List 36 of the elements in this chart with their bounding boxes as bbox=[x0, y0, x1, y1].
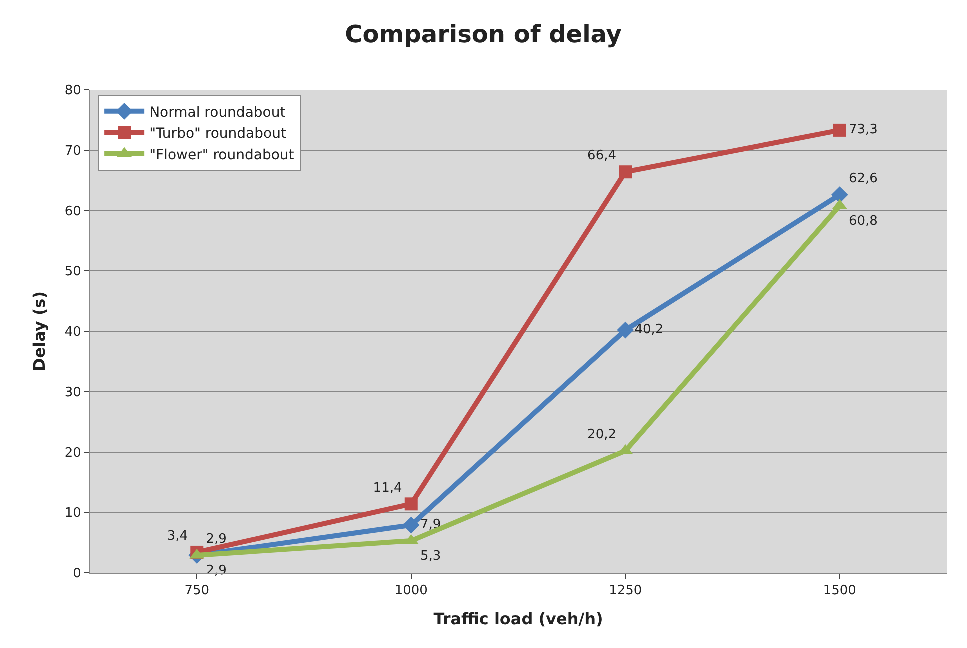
data-label: 7,9 bbox=[420, 518, 442, 533]
data-label: 40,2 bbox=[634, 322, 664, 338]
data-label: 66,4 bbox=[588, 148, 617, 164]
y-tick-label: 60 bbox=[64, 204, 82, 220]
legend-label: "Flower" roundabout bbox=[150, 147, 295, 164]
point bbox=[831, 186, 848, 204]
y-tick-label: 20 bbox=[64, 446, 82, 461]
point bbox=[833, 124, 846, 137]
x-tick-label: 1000 bbox=[394, 584, 428, 599]
legend-label: "Turbo" roundabout bbox=[150, 126, 287, 142]
y-tick-label: 30 bbox=[64, 385, 82, 400]
x-tick-label: 1250 bbox=[609, 584, 642, 599]
point bbox=[404, 498, 418, 511]
data-label: 11,4 bbox=[373, 480, 402, 496]
chart-title: Comparison of delay bbox=[345, 20, 622, 49]
data-label: 5,3 bbox=[420, 548, 442, 564]
data-label: 62,6 bbox=[849, 172, 878, 187]
y-axis-title: Delay (s) bbox=[30, 291, 49, 372]
data-label: 20,2 bbox=[588, 428, 617, 443]
data-label: 2,9 bbox=[206, 532, 227, 548]
y-tick-label: 70 bbox=[64, 144, 82, 159]
y-tick-label: 40 bbox=[64, 325, 82, 340]
point bbox=[619, 166, 632, 179]
y-tick-label: 50 bbox=[64, 264, 82, 280]
data-label: 73,3 bbox=[849, 122, 878, 138]
point bbox=[617, 322, 634, 339]
x-axis-title: Traffic load (veh/h) bbox=[434, 609, 604, 628]
data-label: 3,4 bbox=[167, 529, 188, 544]
x-tick-label: 1500 bbox=[823, 584, 856, 599]
y-tick-label: 80 bbox=[64, 84, 82, 99]
y-tick-label: 10 bbox=[64, 506, 82, 522]
data-label: 60,8 bbox=[849, 214, 878, 229]
legend-label: Normal roundabout bbox=[150, 104, 286, 121]
y-tick-label: 0 bbox=[73, 566, 82, 582]
point bbox=[402, 516, 420, 534]
x-tick-label: 750 bbox=[184, 584, 210, 599]
